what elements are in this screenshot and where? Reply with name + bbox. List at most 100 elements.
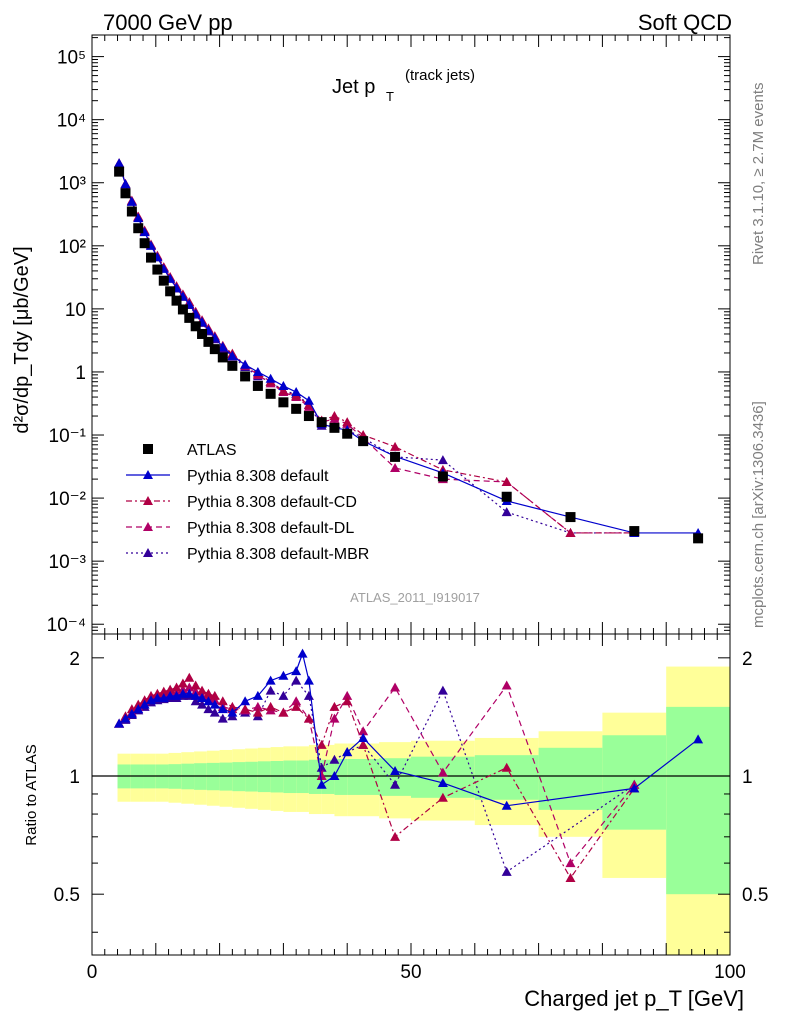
band-green [283, 760, 297, 794]
point-mbr [437, 455, 448, 465]
point-atlas [342, 428, 353, 439]
point-atlas [203, 336, 214, 347]
legend-item-cd: Pythia 8.308 default-CD [126, 494, 357, 511]
ratio-point-dl [329, 713, 340, 723]
legend-label-dl: Pythia 8.308 default-DL [187, 520, 354, 537]
point-atlas [171, 295, 182, 306]
ratio-point-default [390, 765, 401, 775]
main-ytick-label: 10² [59, 237, 86, 258]
ratio-point-default [217, 704, 228, 714]
ratio-point-cd [177, 678, 188, 688]
ratio-point-dl [501, 680, 512, 690]
main-ytick-label: 10⁴ [57, 111, 86, 132]
analysis-watermark: ATLAS_2011_I919017 [350, 590, 480, 605]
ratio-ytick-label: 0.5 [54, 885, 80, 906]
ratio-point-cd [190, 680, 201, 690]
ratio-point-mbr [217, 713, 228, 723]
ratio-point-cd [217, 696, 228, 706]
legend: ATLAS Pythia 8.308 default Pythia 8.308 de… [126, 442, 369, 563]
point-default [114, 158, 125, 168]
ratio-point-dl [390, 682, 401, 692]
point-atlas [437, 471, 448, 482]
ratio-point-cd [240, 704, 251, 714]
point-default [265, 373, 276, 383]
band-green [270, 761, 284, 793]
ratio-point-default [437, 777, 448, 787]
ratio-point-cd [358, 739, 369, 749]
ratio-point-cd [390, 831, 401, 841]
ratio-point-cd [203, 688, 214, 698]
ratio-point-cd [252, 707, 263, 717]
ratio-point-mbr [190, 696, 201, 706]
ratio-point-default [278, 670, 289, 680]
ratio-xtick-label: 100 [714, 962, 746, 983]
point-atlas [114, 166, 125, 177]
point-atlas [390, 451, 401, 462]
ratio-xtick-label: 0 [87, 962, 98, 983]
point-atlas [693, 533, 704, 544]
ratio-point-mbr [390, 779, 401, 789]
point-cd [278, 385, 289, 395]
ratio-point-default [501, 800, 512, 810]
ratio-point-cd [565, 872, 576, 882]
ratio-xlabel: Charged jet p_T [GeV] [524, 986, 744, 1011]
ratio-point-default [152, 693, 163, 703]
point-dl [390, 462, 401, 472]
band-green [257, 761, 271, 793]
ratio-point-mbr [329, 754, 340, 764]
ratio-point-default [126, 708, 137, 718]
ratio-point-mbr [278, 690, 289, 700]
point-default [120, 179, 131, 189]
point-atlas [358, 436, 369, 447]
ratio-point-default [165, 690, 176, 700]
ratio-point-cd [303, 713, 314, 723]
point-default [278, 380, 289, 390]
series-line-mbr [118, 163, 635, 534]
legend-item-dl: Pythia 8.308 default-DL [126, 520, 354, 537]
legend-item-atlas: ATLAS [143, 442, 237, 459]
point-atlas [240, 371, 251, 382]
ratio-ytick-label-right: 1 [742, 767, 753, 788]
ratio-point-cd [133, 699, 144, 709]
point-atlas [278, 397, 289, 408]
ratio-point-default [227, 707, 238, 717]
ratio-point-default [358, 732, 369, 742]
ratio-point-default [240, 696, 251, 706]
ratio-point-dl [358, 726, 369, 736]
ratio-point-default [629, 783, 640, 793]
ratio-point-cd [197, 685, 208, 695]
ratio-point-mbr [291, 675, 302, 685]
ratio-point-default [203, 696, 214, 706]
ratio-point-default [291, 666, 302, 676]
point-atlas [291, 403, 302, 414]
main-ytick-label: 10⁵ [57, 48, 86, 69]
band-green [334, 758, 348, 795]
point-atlas [190, 321, 201, 332]
legend-label-default: Pythia 8.308 default [187, 468, 329, 485]
ratio-point-cd [437, 792, 448, 802]
legend-label-cd: Pythia 8.308 default-CD [187, 494, 357, 511]
ratio-ytick-label-right: 0.5 [742, 885, 768, 906]
legend-label-mbr: Pythia 8.308 default-MBR [187, 546, 369, 563]
main-title-subscript: T [386, 89, 394, 104]
legend-marker-dl [143, 522, 153, 531]
legend-marker-default [143, 470, 153, 479]
point-atlas [217, 352, 228, 363]
point-atlas [133, 223, 144, 234]
legend-marker-mbr [143, 548, 153, 557]
ratio-point-default [209, 699, 220, 709]
main-ytick-label: 10³ [59, 174, 86, 195]
ratio-point-mbr [265, 685, 276, 695]
main-ytick-label: 1 [75, 363, 86, 384]
ratio-point-mbr [501, 866, 512, 876]
main-title-text: Jet p [332, 76, 375, 98]
ratio-point-default [297, 648, 308, 658]
main-ytick-label: 10⁻¹ [49, 426, 87, 447]
ratio-point-default [177, 688, 188, 698]
series-layer [114, 158, 704, 882]
point-default [227, 350, 238, 360]
point-default [303, 395, 314, 405]
point-mbr [501, 507, 512, 517]
point-default [126, 196, 137, 206]
